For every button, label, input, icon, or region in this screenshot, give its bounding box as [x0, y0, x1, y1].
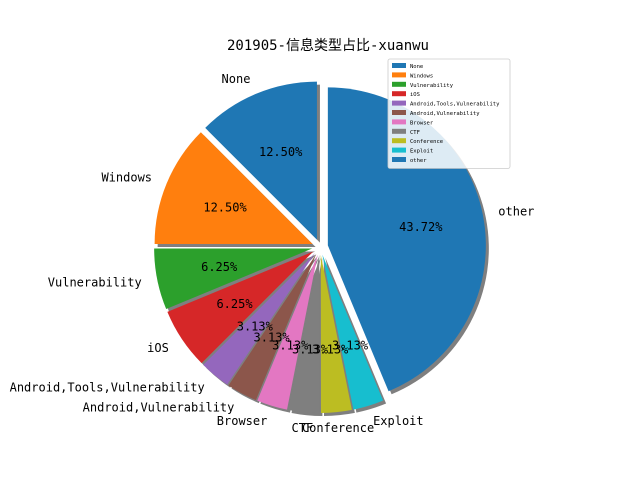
percent-label-ctf: 3.13% — [292, 342, 329, 356]
category-label-conference: Conference — [302, 421, 374, 435]
pie-labels: None 12.50% Windows 12.50% Vulnerability 6.25… — [10, 72, 535, 435]
legend-box — [387, 58, 511, 169]
pie-slice-none — [205, 81, 317, 240]
legend-label-ctf: CTF — [410, 130, 420, 136]
legend-swatch-ctf — [392, 128, 406, 134]
pie-slice-windows — [154, 132, 313, 244]
chart-legend: None Windows Vulnerability iOS Android,Tools… — [387, 58, 511, 169]
percent-label-ios: 6.25% — [216, 297, 253, 311]
pie-slice-ctf — [288, 254, 320, 413]
category-label-other: other — [498, 204, 534, 218]
category-label-ios: iOS — [147, 341, 169, 355]
percent-label-vulnerability: 6.25% — [201, 260, 238, 274]
percent-label-other: 43.72% — [399, 220, 443, 234]
category-label-exploit: Exploit — [373, 414, 424, 428]
pie-slice-browser — [257, 254, 318, 410]
pie-slice-vulnerability — [154, 248, 313, 310]
legend-label-windows: Windows — [410, 73, 433, 79]
percent-label-windows: 12.50% — [203, 201, 247, 215]
percent-label-none: 12.50% — [259, 145, 303, 159]
pie-slice-android-vulnerability — [228, 254, 317, 401]
percent-label-android-vulnerability: 3.13% — [254, 331, 291, 345]
pie-slice-ios — [167, 251, 314, 364]
category-label-none: None — [222, 72, 251, 86]
legend-swatch-vulnerability — [392, 81, 406, 87]
legend-label-conference: Conference — [410, 139, 443, 145]
legend-label-exploit: Exploit — [410, 149, 433, 155]
pie-slice-exploit — [322, 254, 384, 410]
legend-swatch-windows — [392, 72, 406, 78]
legend-label-other: other — [410, 158, 427, 164]
category-label-windows: Windows — [101, 170, 152, 184]
category-label-vulnerability: Vulnerability — [48, 275, 142, 289]
legend-label-vulnerability: Vulnerability — [410, 83, 454, 89]
legend-swatch-other — [392, 157, 406, 162]
category-label-ctf: CTF — [292, 421, 314, 435]
category-label-android-vulnerability: Android,Vulnerability — [83, 400, 235, 414]
legend-swatch-conference — [392, 138, 406, 144]
slice-fills — [154, 81, 486, 413]
legend-swatch-android-vulnerability — [392, 110, 406, 115]
pie-slice-conference — [320, 254, 352, 413]
legend-swatch-exploit — [392, 147, 406, 153]
legend-label-browser: Browser — [410, 120, 434, 126]
legend-label-android-vulnerability: Android,Vulnerability — [410, 111, 480, 117]
legend-swatch-browser — [392, 119, 406, 125]
percent-label-conference: 3.13% — [312, 342, 349, 356]
percent-label-browser: 3.13% — [272, 338, 309, 352]
legend-label-none: None — [410, 64, 423, 70]
percent-label-exploit: 3.13% — [332, 338, 369, 352]
legend-swatch-none — [392, 63, 406, 68]
legend-label-android-tools-vulnerability: Android,Tools,Vulnerability — [410, 102, 500, 108]
legend-swatch-ios — [392, 91, 406, 97]
pie-slice-android-tools-vulnerability — [203, 253, 315, 385]
category-label-android-tools-vulnerability: Android,Tools,Vulnerability — [10, 381, 205, 395]
legend-label-ios: iOS — [410, 92, 420, 98]
category-label-browser: Browser — [217, 414, 268, 428]
legend-swatch-android-tools-vulnerability — [392, 100, 406, 106]
percent-label-android-tools-vulnerability: 3.13% — [237, 319, 274, 333]
chart-title: 201905-信息类型占比-xuanwu — [227, 37, 429, 54]
